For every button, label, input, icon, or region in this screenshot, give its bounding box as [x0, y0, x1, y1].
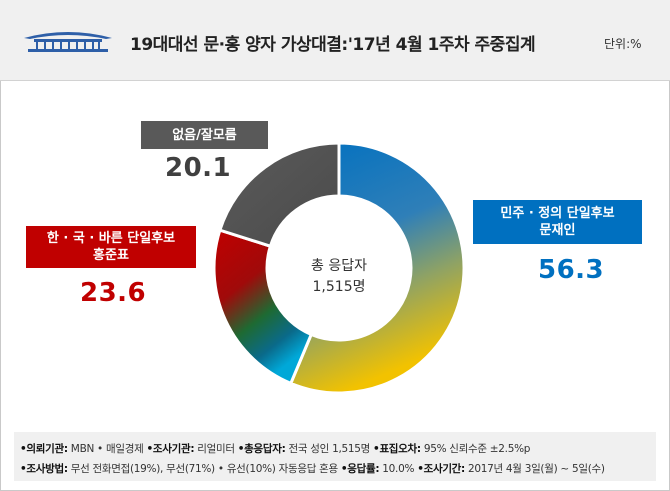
chart-title: 19대대선 문·홍 양자 가상대결:'17년 4월 1주차 주중집계	[130, 35, 536, 55]
footer-key: •총응답자:	[237, 443, 286, 455]
header: 19대대선 문·홍 양자 가상대결:'17년 4월 1주차 주중집계 단위:%	[0, 0, 670, 81]
slice-value-moon: 56.3	[538, 255, 605, 285]
slice-value-hong: 23.6	[80, 278, 147, 308]
slice-label-hong-line2: 홍준표	[93, 248, 129, 263]
footer-value: 리얼미터	[194, 443, 238, 455]
blue-house-logo-icon	[24, 32, 112, 52]
slice-label-moon-line1: 민주 · 정의 단일후보	[500, 206, 615, 221]
footer-value: 2017년 4월 3일(월) ~ 5일(수)	[464, 463, 605, 475]
chart-area: 없음/잘모름 20.1 한 · 국 · 바른 단일후보 홍준표 23.6 민주 …	[0, 81, 670, 426]
slice-label-hong: 한 · 국 · 바른 단일후보 홍준표	[26, 226, 196, 268]
footer-key: •표집오차:	[373, 443, 421, 455]
slice-label-none: 없음/잘모름	[141, 121, 268, 149]
survey-info-footer: •의뢰기관: MBN • 매일경제 •조사기관: 리얼미터 •총응답자: 전국 …	[14, 432, 656, 481]
slice-label-hong-line1: 한 · 국 · 바른 단일후보	[46, 231, 176, 246]
footer-key: •의뢰기관:	[20, 443, 68, 455]
center-label-count: 1,515명	[312, 279, 366, 295]
slice-value-none: 20.1	[165, 153, 232, 183]
slice-label-none-text: 없음/잘모름	[172, 127, 237, 143]
footer-key: •응답률:	[340, 463, 380, 475]
donut-hole	[267, 196, 411, 340]
footer-value: 전국 성인 1,515명	[285, 443, 374, 455]
center-label-title: 총 응답자	[311, 258, 367, 274]
footer-line-1: •의뢰기관: MBN • 매일경제 •조사기관: 리얼미터 •총응답자: 전국 …	[20, 441, 530, 456]
slice-label-moon-line2: 문재인	[539, 223, 576, 238]
footer-value: 무선 전화면접(19%), 무선(71%) • 유선(10%) 자동응답 혼용	[67, 463, 341, 475]
donut-chart	[212, 141, 466, 395]
footer-line-2: •조사방법: 무선 전화면접(19%), 무선(71%) • 유선(10%) 자…	[20, 461, 605, 476]
slice-label-moon: 민주 · 정의 단일후보 문재인	[473, 200, 642, 244]
footer-key: •조사기간:	[417, 463, 465, 475]
slice-none	[217, 141, 341, 249]
footer-key: •조사기관:	[146, 443, 195, 455]
footer-value: MBN • 매일경제	[67, 443, 147, 455]
footer-value: 95% 신뢰수준 ±2.5%p	[420, 443, 531, 455]
footer-key: •조사방법:	[20, 463, 68, 475]
unit-label: 단위:%	[604, 37, 642, 51]
footer-value: 10.0%	[379, 463, 418, 475]
